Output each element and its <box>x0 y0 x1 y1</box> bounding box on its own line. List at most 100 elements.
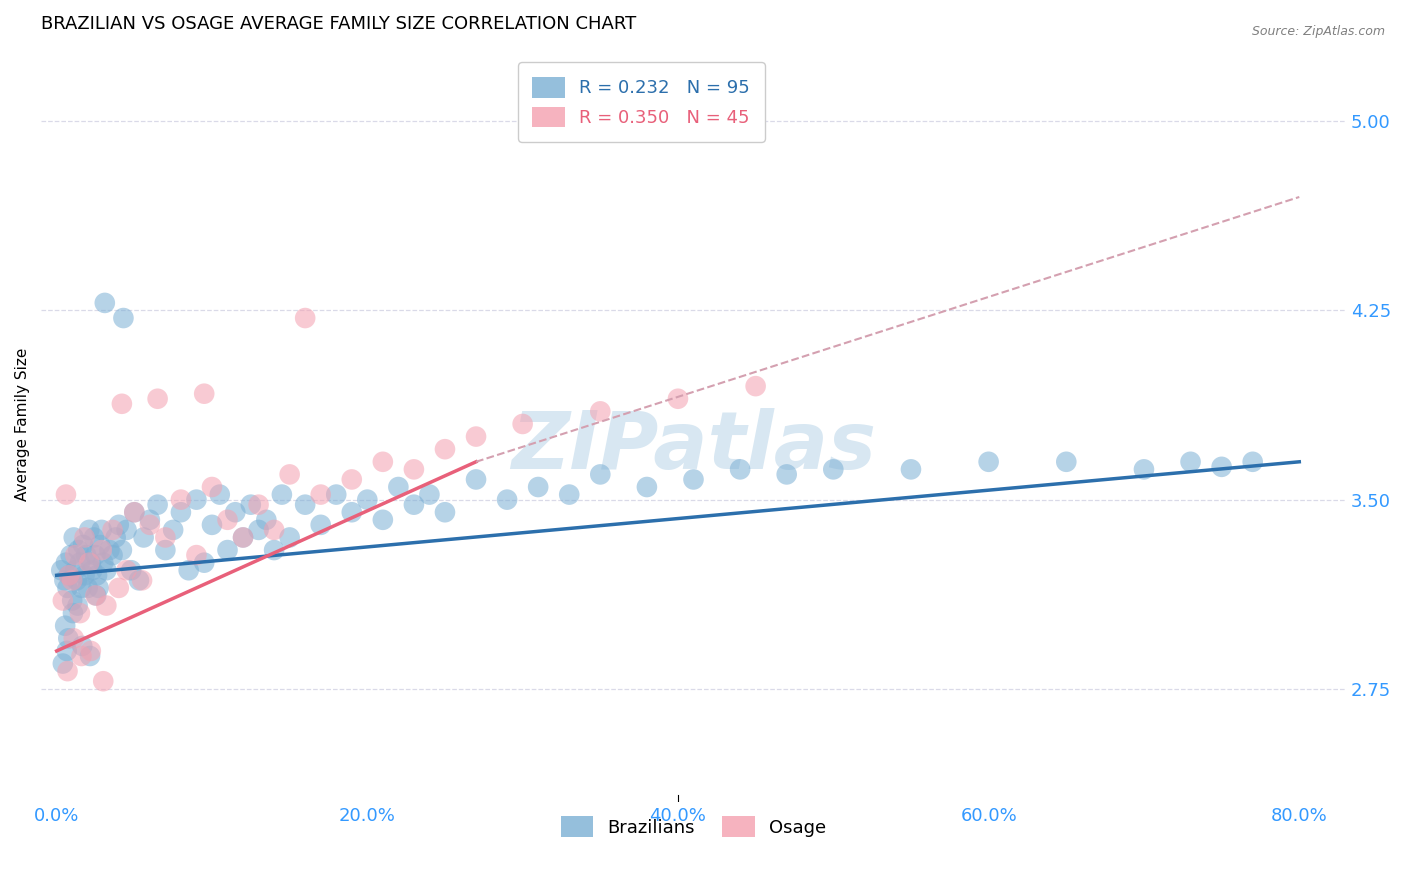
Point <box>75 548 97 562</box>
Point <box>51 563 73 577</box>
Point <box>146 392 169 406</box>
Point <box>70 648 93 663</box>
Point <box>66 574 89 588</box>
Point <box>170 505 193 519</box>
Point <box>1054 455 1077 469</box>
Point <box>728 462 751 476</box>
Point <box>371 455 394 469</box>
Point <box>294 498 316 512</box>
Point <box>65 563 87 577</box>
Point <box>128 574 150 588</box>
Point <box>107 517 129 532</box>
Point <box>58 632 80 646</box>
Point <box>79 648 101 663</box>
Point <box>104 531 127 545</box>
Point <box>558 487 581 501</box>
Text: ZIPatlas: ZIPatlas <box>510 408 876 485</box>
Point <box>254 513 277 527</box>
Point <box>112 311 135 326</box>
Point <box>589 467 612 482</box>
Point <box>131 574 153 588</box>
Point <box>201 480 224 494</box>
Point <box>232 531 254 545</box>
Point <box>124 505 146 519</box>
Point <box>55 556 77 570</box>
Point <box>162 523 184 537</box>
Point <box>270 487 292 501</box>
Point <box>84 548 107 562</box>
Point <box>186 492 208 507</box>
Point <box>101 523 124 537</box>
Point <box>84 589 107 603</box>
Point <box>263 523 285 537</box>
Point <box>278 531 301 545</box>
Point <box>98 543 121 558</box>
Point <box>62 606 84 620</box>
Point <box>294 311 316 326</box>
Point <box>340 473 363 487</box>
Text: BRAZILIAN VS OSAGE AVERAGE FAMILY SIZE CORRELATION CHART: BRAZILIAN VS OSAGE AVERAGE FAMILY SIZE C… <box>41 15 637 33</box>
Point <box>776 467 799 482</box>
Point <box>65 548 87 562</box>
Point <box>193 556 215 570</box>
Point <box>53 574 76 588</box>
Point <box>52 657 75 671</box>
Point <box>433 505 456 519</box>
Point <box>52 593 75 607</box>
Point <box>239 498 262 512</box>
Point <box>232 531 254 545</box>
Point <box>90 543 112 558</box>
Point <box>402 462 425 476</box>
Point <box>124 505 146 519</box>
Point <box>186 548 208 562</box>
Point <box>1180 455 1202 469</box>
Point <box>111 397 134 411</box>
Point <box>90 523 112 537</box>
Point <box>111 543 134 558</box>
Point <box>91 556 114 570</box>
Point <box>53 618 76 632</box>
Point <box>433 442 456 457</box>
Point <box>224 505 246 519</box>
Point <box>512 417 534 431</box>
Point <box>371 513 394 527</box>
Point <box>72 639 94 653</box>
Point <box>56 664 79 678</box>
Point <box>278 467 301 482</box>
Point <box>193 386 215 401</box>
Point <box>465 429 488 443</box>
Point <box>201 517 224 532</box>
Point <box>82 563 104 577</box>
Point <box>217 543 239 558</box>
Legend: Brazilians, Osage: Brazilians, Osage <box>551 807 835 847</box>
Point <box>217 513 239 527</box>
Point <box>87 581 110 595</box>
Point <box>70 581 93 595</box>
Point <box>155 531 177 545</box>
Point <box>170 492 193 507</box>
Point <box>1133 462 1156 476</box>
Point <box>60 574 83 588</box>
Point <box>69 606 91 620</box>
Point <box>77 523 100 537</box>
Point <box>263 543 285 558</box>
Point <box>247 498 270 512</box>
Point <box>84 589 107 603</box>
Point <box>325 487 347 501</box>
Point <box>589 404 612 418</box>
Point <box>208 487 231 501</box>
Point <box>387 480 409 494</box>
Point <box>76 581 98 595</box>
Point <box>77 556 100 570</box>
Point <box>62 632 84 646</box>
Point <box>96 563 118 577</box>
Point <box>107 581 129 595</box>
Point <box>115 523 138 537</box>
Point <box>666 392 689 406</box>
Point <box>823 462 845 476</box>
Point <box>309 517 332 532</box>
Point <box>977 455 1000 469</box>
Y-axis label: Average Family Size: Average Family Size <box>15 347 30 500</box>
Point <box>58 568 80 582</box>
Point <box>86 568 108 582</box>
